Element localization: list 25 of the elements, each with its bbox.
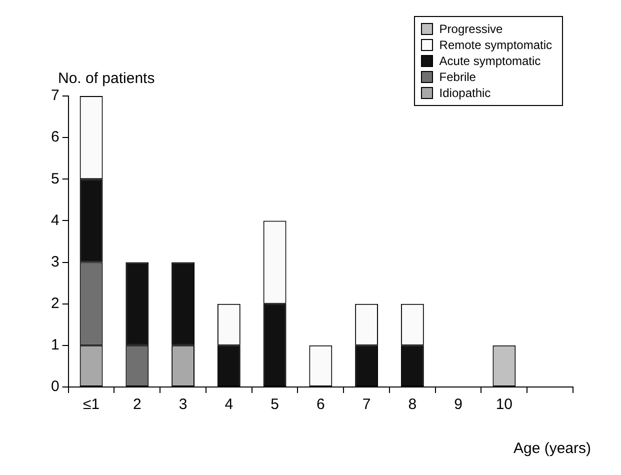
x-tick-label: 9 bbox=[454, 396, 462, 414]
x-tick-label: ≤1 bbox=[82, 396, 100, 414]
y-axis-title: No. of patients bbox=[58, 70, 155, 87]
y-tick-label: 2 bbox=[51, 295, 60, 312]
x-tick-label: 2 bbox=[132, 396, 142, 414]
x-axis-title: Age (years) bbox=[513, 440, 591, 457]
x-tick-label: 8 bbox=[408, 396, 417, 414]
legend-label: Progressive bbox=[439, 22, 503, 36]
y-tick-label: 6 bbox=[51, 128, 60, 146]
x-tick-label: 3 bbox=[178, 396, 188, 414]
x-tick-label: 10 bbox=[496, 396, 513, 414]
y-tick-label: 0 bbox=[51, 378, 60, 396]
y-tick-label: 5 bbox=[51, 170, 60, 188]
legend-label: Acute symptomatic bbox=[439, 54, 541, 68]
y-tick-label: 3 bbox=[51, 253, 60, 270]
x-tick-label: 6 bbox=[316, 396, 325, 414]
y-tick-label: 1 bbox=[51, 336, 60, 354]
legend-label: Febrile bbox=[439, 70, 476, 84]
legend-label: Idiopathic bbox=[439, 86, 491, 100]
y-tick-label: 7 bbox=[51, 87, 60, 104]
x-tick-label: 5 bbox=[270, 396, 279, 414]
y-tick-label: 4 bbox=[51, 212, 60, 229]
x-tick-label: 4 bbox=[224, 396, 234, 414]
legend-label: Remote symptomatic bbox=[439, 38, 552, 52]
x-tick-label: 7 bbox=[362, 396, 371, 414]
